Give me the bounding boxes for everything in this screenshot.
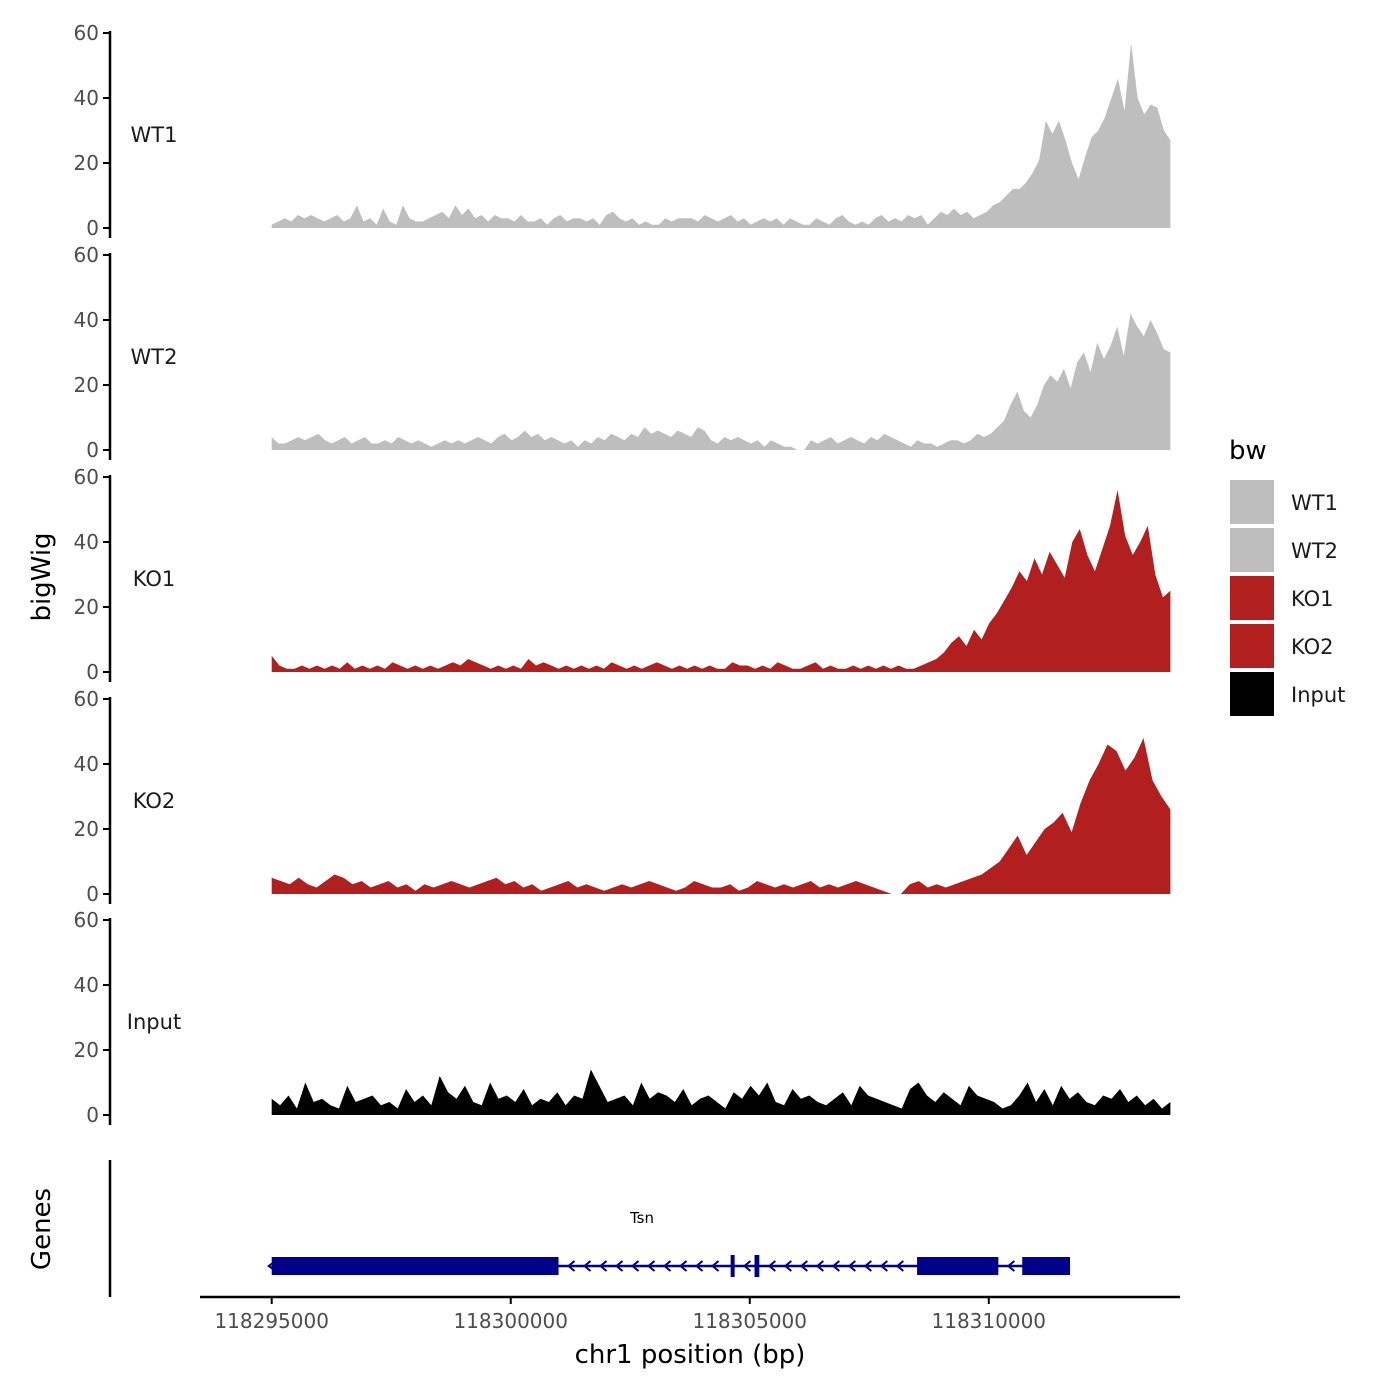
legend-key-wt1 (1230, 480, 1274, 524)
legend-label-input: Input (1291, 683, 1345, 707)
y-tick-label: 40 (74, 86, 99, 110)
strand-arrows (266, 1260, 1015, 1272)
track-panels: 0 20 40 60 WT1 0 20 40 60 WT2 0 20 40 60 KO1 0 20 40 60 KO2… (74, 21, 1171, 1127)
gene-exon (754, 1255, 760, 1277)
track-label-ko1: KO1 (133, 567, 176, 591)
legend-key-input (1230, 672, 1274, 716)
gene-name-label: Tsn (629, 1209, 654, 1227)
track-label-ko2: KO2 (133, 789, 176, 813)
strand-arrow (767, 1260, 776, 1272)
coverage-area-wt1 (271, 42, 1171, 228)
strand-arrow (831, 1260, 840, 1272)
y-tick-label: 60 (74, 687, 99, 711)
strand-arrow (598, 1260, 608, 1272)
y-tick-label: 60 (74, 908, 99, 932)
gene-exon (271, 1257, 559, 1275)
y-tick-label: 0 (86, 660, 99, 684)
coverage-area-ko1 (271, 490, 1171, 672)
coverage-area-input (271, 1069, 1171, 1115)
y-tick-label: 20 (74, 595, 99, 619)
coverage-area-ko2 (271, 738, 1171, 894)
y-tick-label: 60 (74, 21, 99, 45)
y-tick-label: 60 (74, 465, 99, 489)
strand-arrow (646, 1260, 656, 1272)
legend-items: WT1 WT2 KO1 KO2 Input (1230, 480, 1345, 716)
y-tick-label: 0 (86, 216, 99, 240)
x-tick-label: 118300000 (453, 1309, 568, 1333)
strand-arrow (783, 1260, 792, 1272)
y-tick-label: 20 (74, 817, 99, 841)
coverage-area-wt2 (271, 313, 1171, 450)
y-tick-label: 0 (86, 1103, 99, 1127)
strand-arrow (847, 1260, 856, 1272)
gene-exon (917, 1257, 999, 1275)
gene-track-title: Genes (27, 1188, 57, 1270)
y-tick-label: 40 (74, 308, 99, 332)
legend: bw WT1 WT2 KO1 KO2 Input (1229, 436, 1345, 716)
gene-exon (1022, 1257, 1071, 1275)
gene-exon (730, 1255, 735, 1277)
x-tick-label: 118295000 (214, 1309, 329, 1333)
strand-arrow (799, 1260, 808, 1272)
strand-arrow (895, 1260, 904, 1272)
track-ko1: 0 20 40 60 KO1 (74, 465, 1171, 684)
strand-arrow (815, 1260, 824, 1272)
strand-arrow (710, 1260, 720, 1272)
y-tick-label: 20 (74, 151, 99, 175)
strand-arrow (614, 1260, 624, 1272)
strand-arrow (694, 1260, 704, 1272)
y-tick-label: 40 (74, 973, 99, 997)
strand-arrow (1006, 1260, 1015, 1272)
strand-arrow (879, 1260, 888, 1272)
strand-arrow (863, 1260, 872, 1272)
legend-label-ko2: KO2 (1291, 635, 1334, 659)
strand-arrow (662, 1260, 672, 1272)
strand-arrow (266, 1260, 277, 1272)
track-wt2: 0 20 40 60 WT2 (74, 243, 1171, 462)
x-axis-ticks: 118295000 118300000 118305000 118310000 (214, 1297, 1046, 1333)
track-label-wt1: WT1 (131, 123, 178, 147)
track-ko2: 0 20 40 60 KO2 (74, 687, 1171, 906)
legend-key-wt2 (1230, 528, 1274, 572)
gene-exons (271, 1255, 1071, 1277)
track-label-wt2: WT2 (131, 345, 178, 369)
y-tick-label: 20 (74, 373, 99, 397)
legend-label-ko1: KO1 (1291, 587, 1334, 611)
track-input: 0 20 40 60 Input (74, 908, 1171, 1127)
track-label-input: Input (127, 1010, 181, 1034)
y-tick-label: 60 (74, 243, 99, 267)
x-tick-label: 118310000 (932, 1309, 1047, 1333)
x-tick-label: 118305000 (692, 1309, 807, 1333)
y-tick-label: 40 (74, 530, 99, 554)
strand-arrow (678, 1260, 688, 1272)
y-tick-label: 40 (74, 752, 99, 776)
y-tick-label: 20 (74, 1038, 99, 1062)
y-tick-label: 0 (86, 438, 99, 462)
gene-track: Genes Tsn (27, 1160, 1071, 1297)
track-wt1: 0 20 40 60 WT1 (74, 21, 1171, 240)
legend-label-wt2: WT2 (1291, 539, 1338, 563)
y-axis-title: bigWig (27, 532, 57, 621)
legend-label-wt1: WT1 (1291, 491, 1338, 515)
legend-title: bw (1229, 436, 1267, 466)
x-axis: 118295000 118300000 118305000 118310000 chr… (200, 1295, 1180, 1370)
legend-key-ko2 (1230, 624, 1274, 668)
strand-arrow (630, 1260, 640, 1272)
x-axis-title: chr1 position (bp) (575, 1340, 806, 1370)
strand-arrow (582, 1260, 592, 1272)
strand-arrow (742, 1260, 752, 1272)
y-tick-label: 0 (86, 882, 99, 906)
strand-arrow (566, 1260, 576, 1272)
legend-key-ko1 (1230, 576, 1274, 620)
